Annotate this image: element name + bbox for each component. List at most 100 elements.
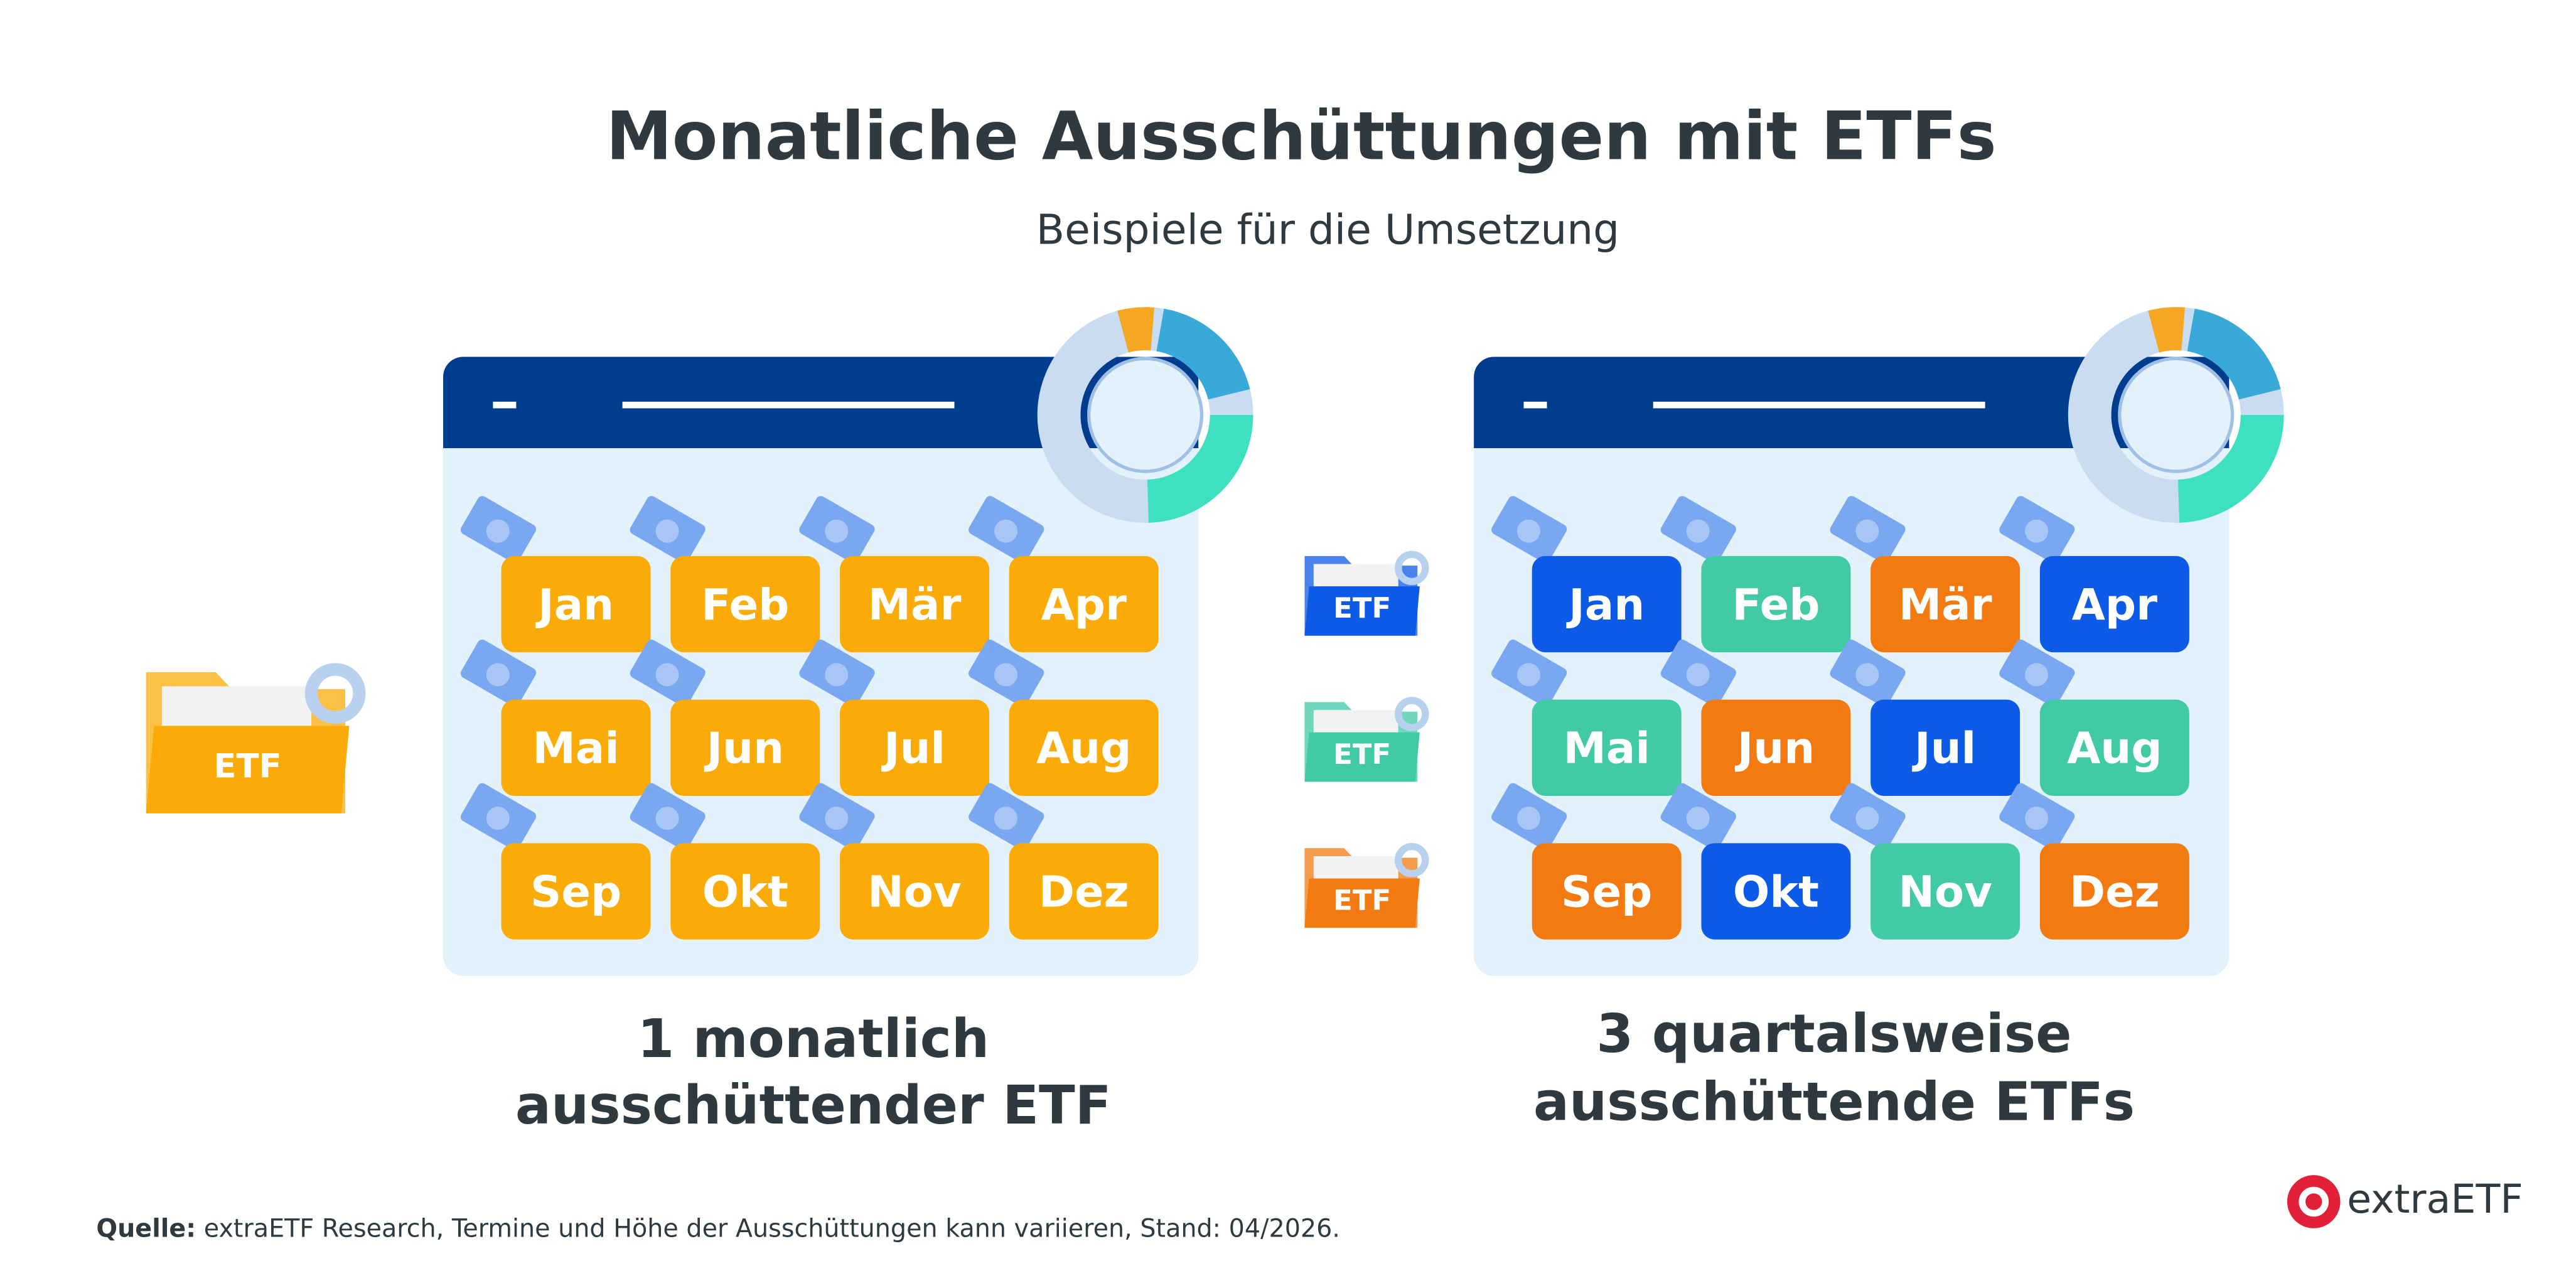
month-tile (1701, 843, 1851, 940)
month-label: Okt (1733, 867, 1819, 917)
month-label: Mai (532, 724, 619, 774)
month-tile (2039, 843, 2189, 940)
caption: 3 quartalsweise (1596, 1002, 2071, 1065)
month-label: Apr (1041, 580, 1127, 630)
month-label: Nov (1898, 867, 1992, 917)
money-symbol (486, 519, 510, 543)
month-tile (1870, 843, 2021, 940)
money-symbol (994, 519, 1017, 543)
money-symbol (1516, 663, 1540, 687)
month-label: Nov (867, 867, 962, 917)
money-symbol (2025, 519, 2049, 543)
money-symbol (2025, 663, 2049, 687)
donut (2068, 307, 2284, 523)
money-symbol (1686, 519, 1710, 543)
folder-front (1304, 586, 1420, 636)
month-label: Jan (535, 580, 614, 630)
logo: extraETF (2287, 1175, 2523, 1228)
month-label: Sep (530, 867, 621, 917)
month-tile (1870, 555, 2021, 653)
money-symbol (486, 663, 510, 687)
month-label: Dez (1039, 867, 1129, 917)
header-line (1523, 401, 1547, 409)
money-symbol (1686, 663, 1710, 687)
month-label: Jul (881, 724, 945, 774)
month-tile (840, 843, 990, 940)
month-tile (1532, 555, 1682, 653)
month-tile (2039, 555, 2189, 653)
month-label: Jan (1566, 580, 1645, 630)
folder-donut (1394, 697, 1429, 731)
caption: ausschüttende ETFs (1533, 1071, 2135, 1133)
caption: 1 monatlich (637, 1007, 989, 1070)
source: Quelle: extraETF Research, Termine und H… (96, 1214, 1340, 1243)
month-tile (501, 555, 651, 653)
header-line (493, 401, 517, 409)
month-label: Mär (868, 580, 962, 630)
money-symbol (825, 663, 849, 687)
folder-front (1304, 878, 1420, 928)
source-label: Quelle: (96, 1214, 196, 1243)
month-label: Jul (1912, 724, 1976, 774)
month-label: Mai (1564, 724, 1650, 774)
subtitle: Beispiele für die Umsetzung (1036, 205, 1619, 254)
logo-text: extraETF (2347, 1176, 2523, 1222)
month-tile (1009, 699, 1159, 796)
money-symbol (486, 807, 510, 830)
header-line (1653, 401, 1985, 409)
month-label: Jun (704, 724, 784, 774)
folder-donut (1394, 550, 1429, 586)
month-label: Mär (1899, 580, 1992, 630)
month-label: Sep (1561, 867, 1652, 917)
month-tile (501, 843, 651, 940)
month-tile (670, 699, 820, 796)
month-label: Okt (702, 867, 788, 917)
month-tile (1009, 555, 1159, 653)
donut (1037, 307, 1253, 523)
money-symbol (655, 663, 679, 687)
money-symbol (1516, 519, 1540, 543)
folder-front (1304, 732, 1420, 782)
money-symbol (655, 807, 679, 830)
month-label: Dez (2069, 867, 2160, 917)
month-tile (1532, 699, 1682, 796)
month-label: Feb (1732, 580, 1820, 630)
month-tile (670, 555, 820, 653)
money-symbol (1516, 807, 1540, 830)
donut-hole (2118, 357, 2235, 473)
logo-icon (2287, 1175, 2341, 1228)
title: Monatliche Ausschüttungen mit ETFs (606, 98, 1997, 175)
month-label: Jun (1735, 724, 1815, 774)
money-symbol (1686, 807, 1710, 830)
month-label: Feb (701, 580, 789, 630)
month-tile (670, 843, 820, 940)
logo-icon (2299, 1186, 2329, 1217)
folder-label: ETF (1333, 591, 1391, 625)
month-tile (1701, 555, 1851, 653)
money-symbol (994, 807, 1017, 830)
donut-hole (1087, 357, 1204, 473)
caption: ausschüttender ETF (515, 1074, 1112, 1136)
month-label: Aug (2067, 724, 2162, 774)
folder-label: ETF (1333, 738, 1391, 771)
month-tile (2039, 699, 2189, 796)
month-tile (840, 699, 990, 796)
folder-label: ETF (213, 747, 281, 785)
money-symbol (825, 807, 849, 830)
money-symbol (825, 519, 849, 543)
money-symbol (655, 519, 679, 543)
month-label: Apr (2072, 580, 2157, 630)
month-tile (1701, 699, 1851, 796)
month-label: Aug (1036, 724, 1131, 774)
month-tile (840, 555, 990, 653)
money-symbol (1855, 663, 1879, 687)
folder-donut (304, 663, 366, 724)
header-line (622, 401, 955, 409)
month-tile (501, 699, 651, 796)
money-symbol (2025, 807, 2049, 830)
money-symbol (994, 663, 1017, 687)
month-tile (1532, 843, 1682, 940)
folder-label: ETF (1333, 884, 1391, 917)
folder-donut (1394, 843, 1429, 877)
